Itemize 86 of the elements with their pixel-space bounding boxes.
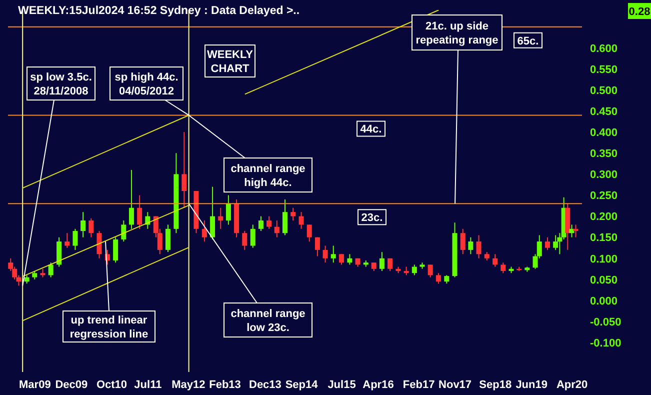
candlestick <box>165 224 170 253</box>
candlestick <box>492 254 498 268</box>
x-tick-label: Feb13 <box>209 378 241 391</box>
y-tick-label: 0.400 <box>590 126 618 139</box>
x-tick-label: Dec13 <box>249 378 282 391</box>
candlestick <box>72 228 78 250</box>
candlestick <box>128 169 134 230</box>
x-tick-label: Nov17 <box>438 378 472 391</box>
candlestick <box>113 236 118 264</box>
y-tick-label: 0.550 <box>590 64 618 76</box>
candlestick <box>48 262 54 278</box>
x-tick-label: Apr16 <box>362 378 394 391</box>
x-tick-label: Mar09 <box>19 378 51 391</box>
annotation: sp low 3.5c. 28/11/2008 <box>30 72 92 98</box>
candlestick <box>250 224 256 248</box>
annotation: channel range low 23c. <box>230 308 306 334</box>
x-tick-label: Dec09 <box>55 378 88 391</box>
x-tick-label: Sep18 <box>479 378 512 391</box>
y-tick-label: 0.050 <box>590 274 618 286</box>
y-tick-label: 0.500 <box>590 84 618 97</box>
candlestick <box>573 224 578 238</box>
candlestick <box>202 220 207 242</box>
y-tick-label: 0.450 <box>590 106 618 118</box>
ref-line-label: 44c. <box>360 124 382 136</box>
y-tick-label: 0.250 <box>590 190 618 202</box>
y-tick-label: 0.350 <box>590 148 618 160</box>
ref-line-label: 23c. <box>361 212 383 224</box>
candlestick <box>330 245 336 264</box>
candlestick <box>266 216 272 230</box>
candlestick <box>388 258 393 272</box>
candlestick <box>544 236 550 250</box>
y-tick-label: 0.100 <box>590 253 618 266</box>
x-tick-label: May12 <box>172 378 206 391</box>
candlestick <box>88 218 94 238</box>
y-tick-label: 0.200 <box>590 211 618 224</box>
x-tick-label: Oct10 <box>96 378 128 391</box>
candlestick <box>338 254 344 266</box>
y-tick-label: -0.050 <box>590 316 622 328</box>
candlestick <box>476 234 482 259</box>
candlestick <box>322 245 328 264</box>
candlestick <box>258 216 264 232</box>
annotation: WEEKLY CHART <box>206 49 254 75</box>
candlestick <box>412 264 417 276</box>
y-tick-label: 0.300 <box>590 169 618 182</box>
candlestick <box>226 194 231 226</box>
candlestick <box>460 228 466 255</box>
candlestick <box>56 236 62 268</box>
x-tick-label: Sep14 <box>285 378 319 391</box>
candlestick <box>436 272 441 284</box>
candlestick <box>218 207 224 230</box>
ref-line-label: 65c. <box>517 35 539 48</box>
candlestick <box>306 224 312 242</box>
candlestick <box>64 232 70 248</box>
candlestick <box>80 212 86 238</box>
candlestick <box>500 262 506 274</box>
annotation: up trend linear regression line <box>70 314 148 340</box>
candlestick <box>468 236 474 255</box>
annotation: 21c. up side repeating range <box>416 20 498 46</box>
y-tick-label: 0.000 <box>590 295 618 308</box>
candlestick <box>347 254 352 266</box>
candlestick <box>137 194 142 230</box>
annotation: channel range high 44c. <box>230 163 306 189</box>
candlestick <box>290 207 296 221</box>
chart-title: WEEKLY:15Jul2024 16:52 Sydney : Data Delayed >.. <box>18 5 300 17</box>
candlestick <box>182 132 187 208</box>
candlestick <box>553 234 558 250</box>
candlestick <box>282 198 288 236</box>
candlestick <box>210 186 216 240</box>
annotation: sp high 44c. 04/05/2012 <box>114 72 178 98</box>
candlestick <box>242 230 248 250</box>
candlestick <box>428 264 433 278</box>
y-tick-label: -0.100 <box>590 337 622 350</box>
x-tick-label: Jul15 <box>328 378 356 391</box>
candlestick <box>274 220 280 238</box>
candlestick <box>379 252 384 272</box>
x-tick-label: Jul11 <box>134 378 162 391</box>
candlestick <box>314 236 320 257</box>
x-tick-label: Feb17 <box>402 378 435 391</box>
y-tick-label: 0.150 <box>590 232 618 244</box>
candlestick <box>96 230 102 259</box>
x-tick-label: Apr20 <box>556 378 588 391</box>
y-tick-label: 0.600 <box>590 42 618 55</box>
candlestick <box>298 212 304 230</box>
text: 0.28 <box>628 6 650 18</box>
candlestick <box>121 220 126 242</box>
x-tick-label: Jun19 <box>516 378 548 391</box>
